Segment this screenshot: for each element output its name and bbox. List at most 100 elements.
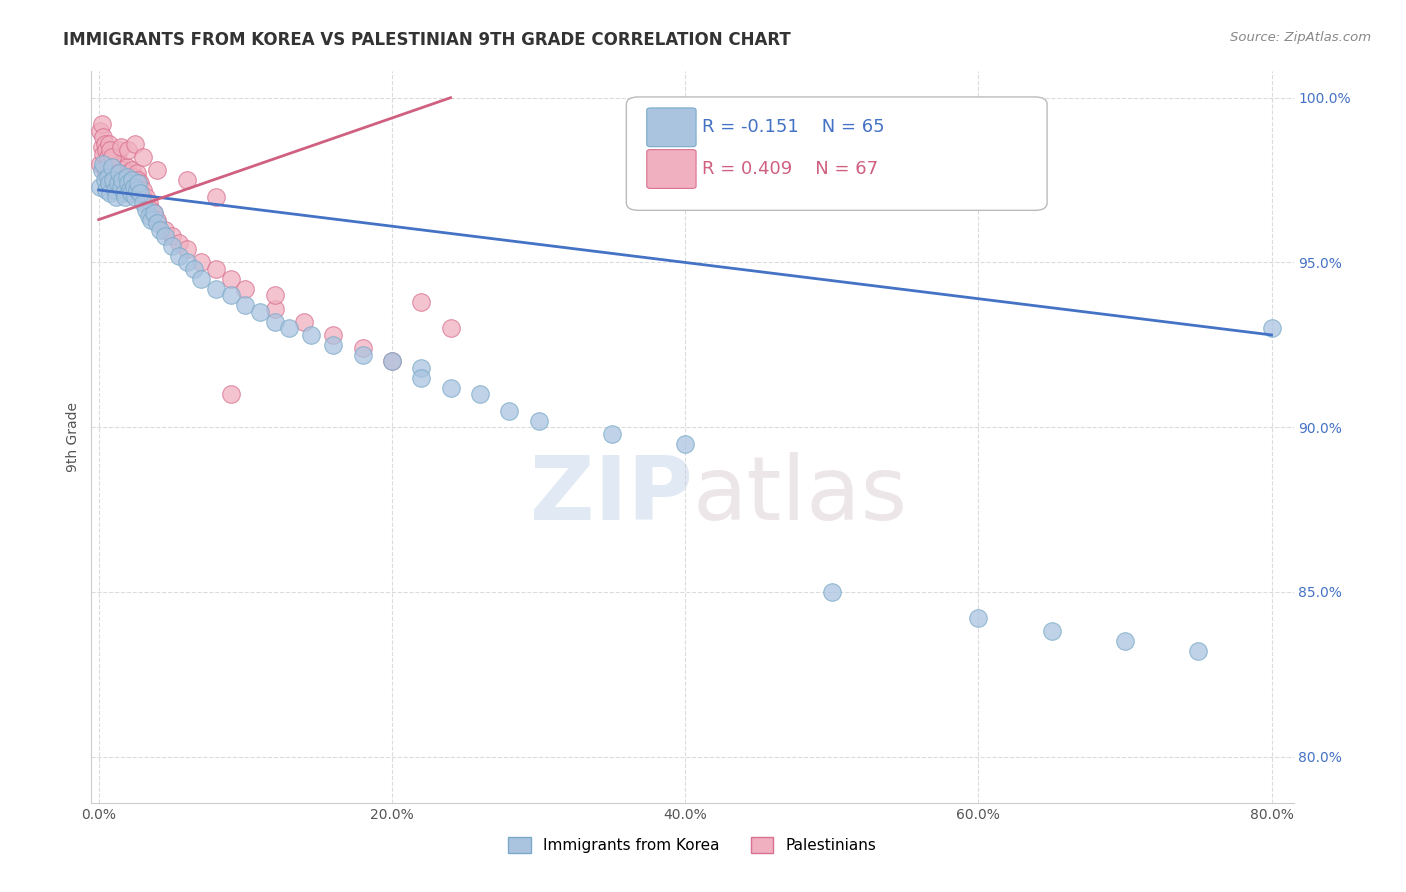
Point xyxy=(115,160,138,174)
Point xyxy=(100,186,122,201)
Point xyxy=(120,186,142,201)
Point xyxy=(967,611,990,625)
Point xyxy=(107,177,129,191)
Point xyxy=(104,183,127,197)
Point xyxy=(411,295,433,310)
Text: Source: ZipAtlas.com: Source: ZipAtlas.com xyxy=(1230,31,1371,45)
Point xyxy=(90,117,112,131)
Point xyxy=(439,381,461,395)
Text: R = -0.151    N = 65: R = -0.151 N = 65 xyxy=(702,119,884,136)
Point xyxy=(1040,624,1063,639)
Point xyxy=(131,150,153,164)
Point xyxy=(117,177,139,191)
Point xyxy=(169,235,191,250)
Point xyxy=(121,163,143,178)
Point xyxy=(105,189,128,203)
Text: ZIP: ZIP xyxy=(530,452,692,539)
Point xyxy=(127,173,149,187)
Point xyxy=(125,183,148,197)
Point xyxy=(233,282,256,296)
Point xyxy=(263,315,285,329)
Text: atlas: atlas xyxy=(692,452,908,539)
Point xyxy=(94,183,117,197)
Text: IMMIGRANTS FROM KOREA VS PALESTINIAN 9TH GRADE CORRELATION CHART: IMMIGRANTS FROM KOREA VS PALESTINIAN 9TH… xyxy=(63,31,792,49)
Point xyxy=(249,305,271,319)
Legend: Immigrants from Korea, Palestinians: Immigrants from Korea, Palestinians xyxy=(501,830,884,861)
Point xyxy=(108,144,131,158)
Point xyxy=(322,327,344,342)
Point xyxy=(101,160,124,174)
Point xyxy=(110,156,132,170)
Text: R = 0.409    N = 67: R = 0.409 N = 67 xyxy=(702,161,879,178)
Point xyxy=(91,146,114,161)
Point xyxy=(96,169,118,184)
Point xyxy=(138,210,160,224)
Point xyxy=(124,136,146,151)
Point xyxy=(128,186,150,201)
Point xyxy=(468,387,491,401)
Point xyxy=(96,150,118,164)
Point xyxy=(190,272,212,286)
Point xyxy=(1114,634,1136,648)
Point xyxy=(411,360,433,375)
Point xyxy=(411,371,433,385)
Point xyxy=(135,202,157,217)
Point xyxy=(114,189,136,203)
Point xyxy=(93,173,115,187)
Point xyxy=(122,169,145,184)
Point xyxy=(100,163,122,178)
Point xyxy=(176,173,198,187)
Point xyxy=(673,436,696,450)
Point xyxy=(141,212,163,227)
Point xyxy=(381,354,404,368)
Point xyxy=(114,173,136,187)
Point xyxy=(117,144,139,158)
Point xyxy=(600,426,623,441)
Point xyxy=(110,179,132,194)
Point xyxy=(138,196,160,211)
Point xyxy=(94,144,117,158)
Point xyxy=(160,229,183,244)
Point xyxy=(131,183,153,197)
Point xyxy=(89,156,111,170)
Point xyxy=(821,585,844,599)
Point xyxy=(190,255,212,269)
Point xyxy=(111,163,134,178)
Point xyxy=(141,202,163,217)
Point xyxy=(115,169,138,184)
Point xyxy=(100,144,122,158)
Point xyxy=(1260,321,1282,335)
Point xyxy=(112,186,135,201)
Point xyxy=(160,239,183,253)
Point xyxy=(90,140,112,154)
Point xyxy=(135,189,157,203)
Point xyxy=(149,222,172,236)
Point xyxy=(105,169,128,184)
Point xyxy=(125,167,148,181)
Point xyxy=(90,163,112,178)
Point xyxy=(322,338,344,352)
Point xyxy=(205,189,228,203)
Point xyxy=(352,348,374,362)
Point xyxy=(98,177,121,191)
Point xyxy=(91,156,114,170)
Point xyxy=(299,327,322,342)
Point xyxy=(94,167,117,181)
Point xyxy=(153,229,176,244)
Point xyxy=(263,288,285,302)
Point xyxy=(1187,644,1209,658)
Point xyxy=(110,140,132,154)
Point xyxy=(93,160,115,174)
Point xyxy=(176,255,198,269)
Point xyxy=(111,173,134,187)
Point xyxy=(124,173,146,187)
Point xyxy=(112,169,135,184)
Point xyxy=(103,173,125,187)
Point xyxy=(219,272,242,286)
Point xyxy=(128,177,150,191)
Point xyxy=(278,321,301,335)
Point xyxy=(103,156,125,170)
Point xyxy=(118,173,141,187)
Point xyxy=(381,354,404,368)
Point xyxy=(205,282,228,296)
